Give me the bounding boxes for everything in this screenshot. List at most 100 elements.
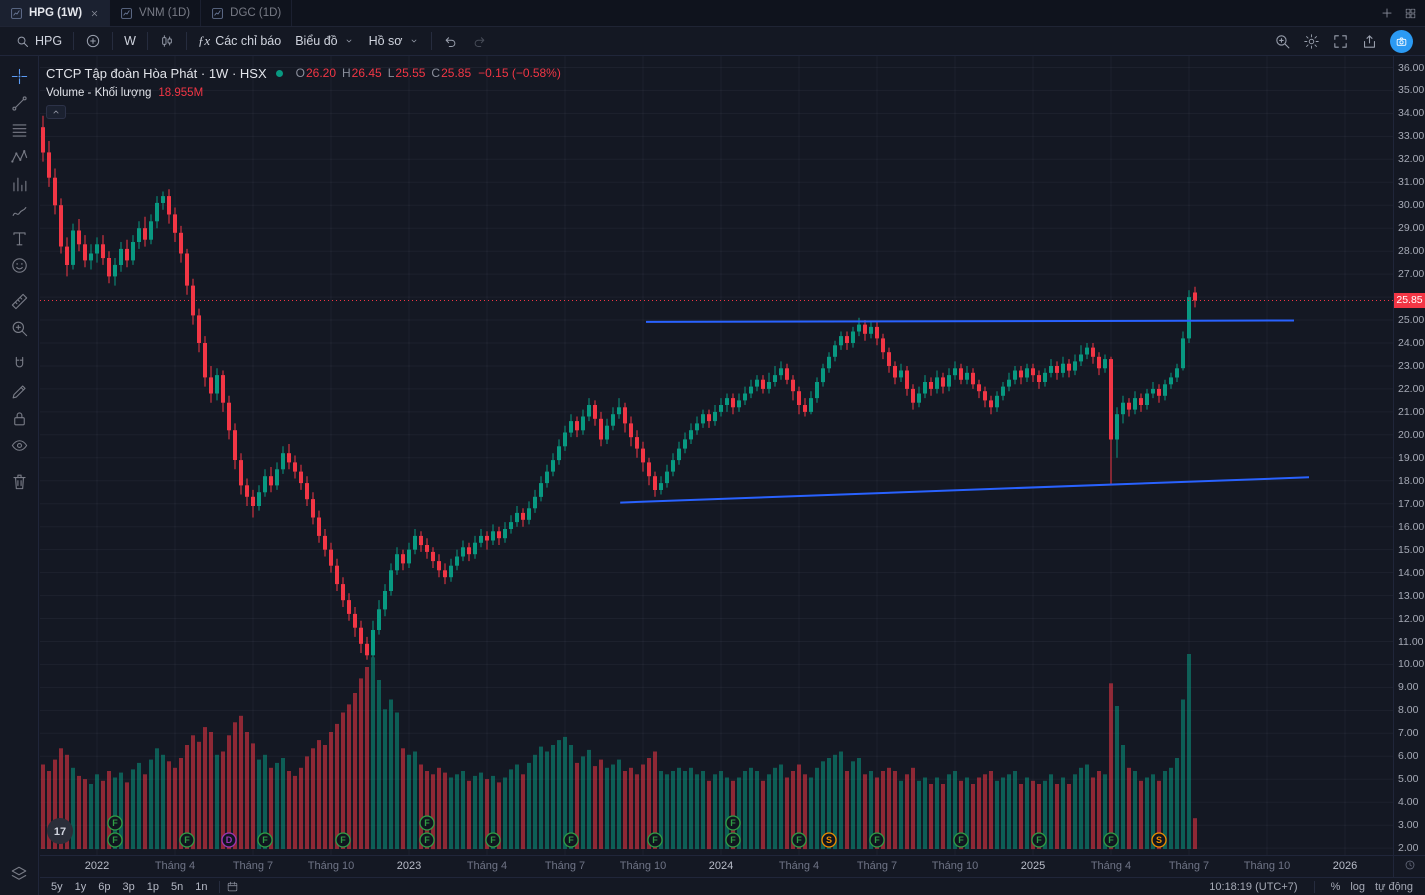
- toolbar-separator: [430, 32, 432, 50]
- event-marker-F[interactable]: F: [419, 832, 435, 848]
- ohlc-values: O26.20 H26.45 L25.55 C25.85: [290, 64, 472, 82]
- clock-label[interactable]: 10:18:19 (UTC+7): [1209, 880, 1298, 893]
- trendline[interactable]: [620, 476, 1310, 504]
- event-marker-F[interactable]: F: [179, 832, 195, 848]
- quick-search-button[interactable]: [1274, 33, 1291, 50]
- ohlc-key: O: [295, 66, 305, 80]
- object-tree-button[interactable]: [2, 860, 36, 887]
- go-to-date-button[interactable]: [226, 880, 239, 893]
- interval-label: W: [124, 34, 136, 48]
- tool-trash[interactable]: [2, 468, 36, 495]
- symbol-title[interactable]: CTCP Tập đoàn Hòa Phát · 1W · HSX: [46, 65, 267, 81]
- compare-button[interactable]: [78, 30, 108, 52]
- tool-brush[interactable]: [2, 198, 36, 225]
- event-marker-F[interactable]: F: [1031, 832, 1047, 848]
- event-marker-F[interactable]: F: [1103, 832, 1119, 848]
- tool-trend-line[interactable]: [2, 90, 36, 117]
- fullscreen-button[interactable]: [1332, 33, 1349, 50]
- time-axis[interactable]: 2022 Tháng 4 Tháng 7 Tháng 10 2023 Tháng 4 Thá…: [40, 855, 1393, 877]
- svg-text:F: F: [568, 835, 574, 845]
- market-status-dot[interactable]: [275, 69, 283, 77]
- range-button-3p[interactable]: 3p: [122, 880, 135, 893]
- tool-fib-retracement[interactable]: [2, 117, 36, 144]
- chart-style-button[interactable]: [152, 30, 182, 52]
- tab-label: DGC (1D): [230, 7, 282, 19]
- chart-pane: F F F D F F F F F F F F F F S F F F F S 17 CTCP Tập đoàn Hòa…: [40, 56, 1393, 855]
- tool-magnet[interactable]: [2, 351, 36, 378]
- layout-templates-button[interactable]: Biểu đồ: [288, 31, 361, 51]
- log-scale-button[interactable]: log: [1350, 880, 1366, 893]
- layout-label: Biểu đồ: [295, 34, 338, 48]
- symbol-search-button[interactable]: HPG: [8, 31, 69, 52]
- tool-crosshair[interactable]: [2, 63, 36, 90]
- tool-forecast[interactable]: [2, 171, 36, 198]
- price-tick: 8.00: [1398, 704, 1419, 717]
- legend-collapse-button[interactable]: [46, 105, 66, 119]
- price-tick: 23.00: [1398, 360, 1425, 372]
- event-marker-F[interactable]: F: [953, 832, 969, 848]
- tradingview-logo: 17: [47, 818, 73, 844]
- range-button-6p[interactable]: 6p: [98, 880, 111, 893]
- trendline[interactable]: [645, 319, 1295, 323]
- camera-snapshot-button[interactable]: [1390, 29, 1413, 53]
- volume-study-label[interactable]: Volume - Khối lượng: [46, 87, 152, 99]
- indicators-button[interactable]: ƒx Các chỉ báo: [191, 30, 288, 52]
- event-marker-F[interactable]: F: [107, 815, 123, 831]
- chart-tab-1[interactable]: HPG (1W): [0, 0, 111, 26]
- event-marker-S[interactable]: S: [821, 832, 837, 848]
- chart-tab-3[interactable]: DGC (1D): [201, 0, 293, 26]
- layout-grid-button[interactable]: [1404, 7, 1417, 20]
- event-marker-S[interactable]: S: [1151, 832, 1167, 848]
- range-button-1y[interactable]: 1y: [74, 880, 87, 893]
- time-tick: Tháng 4: [1090, 860, 1132, 872]
- price-tick: 21.00: [1398, 405, 1425, 418]
- svg-text:F: F: [490, 835, 496, 845]
- new-tab-button[interactable]: [1380, 6, 1394, 20]
- toolbar-separator: [112, 32, 114, 50]
- profile-button[interactable]: Hồ sơ: [362, 31, 427, 51]
- auto-scale-button[interactable]: tự động: [1375, 880, 1413, 893]
- tool-text[interactable]: [2, 225, 36, 252]
- redo-button[interactable]: [465, 31, 494, 52]
- tool-lock[interactable]: [2, 405, 36, 432]
- event-marker-F[interactable]: F: [647, 832, 663, 848]
- tool-pencil[interactable]: [2, 378, 36, 405]
- chart-tab-2[interactable]: VNM (1D): [110, 0, 202, 26]
- percent-scale-button[interactable]: %: [1330, 880, 1341, 893]
- event-marker-F[interactable]: F: [107, 832, 123, 848]
- event-marker-F[interactable]: F: [869, 832, 885, 848]
- chart-canvas[interactable]: FFF D F F FFF F F FFF S F F F F S17: [40, 56, 1393, 855]
- price-tick: 32.00: [1398, 153, 1425, 166]
- tab-close-icon[interactable]: [90, 9, 99, 18]
- event-marker-F[interactable]: F: [725, 832, 741, 848]
- event-marker-F[interactable]: F: [563, 832, 579, 848]
- measure-icon: [10, 292, 29, 311]
- range-button-5n[interactable]: 5n: [171, 880, 184, 893]
- tool-xabcd-pattern[interactable]: [2, 144, 36, 171]
- tool-zoom-in[interactable]: [2, 315, 36, 342]
- event-marker-F[interactable]: F: [725, 815, 741, 831]
- tool-eye[interactable]: [2, 432, 36, 459]
- event-marker-D[interactable]: D: [221, 832, 237, 848]
- event-marker-F[interactable]: F: [335, 832, 351, 848]
- axis-corner[interactable]: [1393, 855, 1425, 877]
- tool-measure[interactable]: [2, 288, 36, 315]
- event-marker-F[interactable]: F: [791, 832, 807, 848]
- range-button-1p[interactable]: 1p: [146, 880, 159, 893]
- price-tick: 2.00: [1398, 842, 1419, 855]
- event-marker-F[interactable]: F: [257, 832, 273, 848]
- tab-strip: HPG (1W) VNM (1D) DGC (1D): [0, 0, 1425, 27]
- share-button[interactable]: [1361, 33, 1378, 50]
- svg-text:F: F: [874, 835, 880, 845]
- event-marker-F[interactable]: F: [419, 815, 435, 831]
- price-axis[interactable]: 2.00 3.00 4.00 5.00 6.00 7.00 8.00 9.00 10.00 11.…: [1393, 56, 1425, 855]
- tool-emoji[interactable]: [2, 252, 36, 279]
- interval-button[interactable]: W: [117, 31, 143, 51]
- event-marker-F[interactable]: F: [485, 832, 501, 848]
- range-button-1n[interactable]: 1n: [195, 880, 208, 893]
- undo-button[interactable]: [436, 31, 465, 52]
- range-button-5y[interactable]: 5y: [51, 880, 63, 893]
- price-tick: 17.00: [1398, 497, 1425, 510]
- time-tick: Tháng 7: [1168, 860, 1210, 872]
- chart-settings-button[interactable]: [1303, 33, 1320, 50]
